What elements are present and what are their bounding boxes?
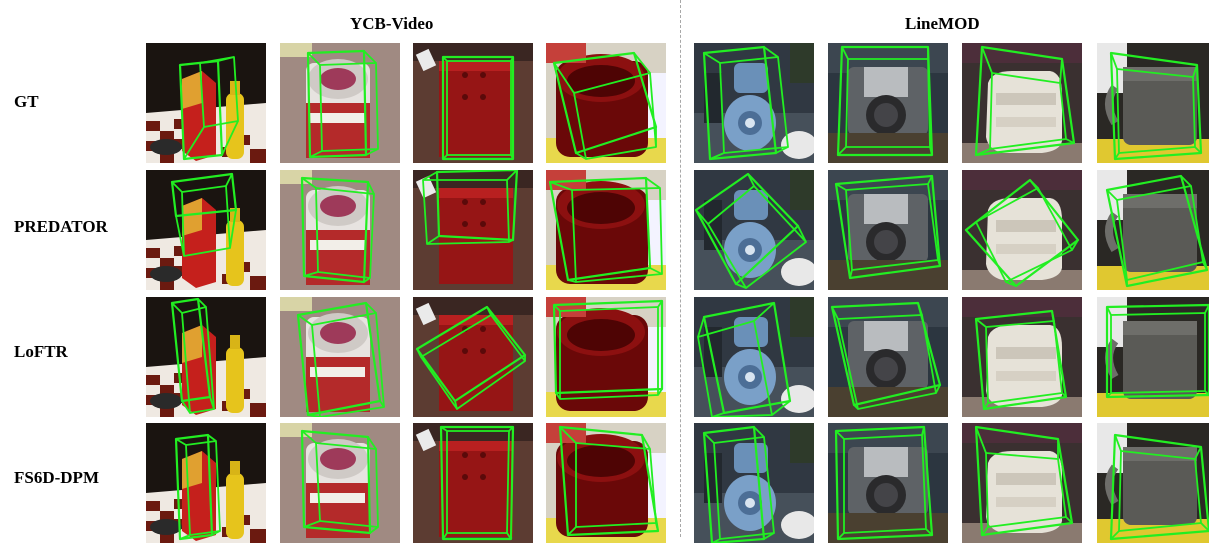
bbox-3d xyxy=(170,172,238,257)
image-loftr-soup-can xyxy=(280,297,400,417)
bbox-3d xyxy=(558,425,660,537)
ycb-video-header: YCB-Video xyxy=(350,14,434,33)
bbox-3d xyxy=(830,301,942,410)
image-predator-grey-cup xyxy=(1097,170,1209,290)
image-loftr-grey-cup xyxy=(1097,297,1209,417)
bbox-3d xyxy=(694,172,807,289)
bbox-3d xyxy=(178,56,239,161)
bbox-3d xyxy=(1109,51,1203,161)
image-loftr-red-mug xyxy=(546,297,666,417)
bbox-3d xyxy=(702,45,789,161)
bbox-3d xyxy=(697,301,792,417)
bbox-3d xyxy=(1105,303,1209,399)
bbox-3d xyxy=(974,309,1068,411)
image-predator-cracker-box-mustard xyxy=(146,170,266,290)
image-loftr-cracker-box-mustard xyxy=(146,297,266,417)
image-predator-red-wood-block xyxy=(413,170,533,290)
image-gt-soup-can xyxy=(280,43,400,163)
image-fs6d-dpm-blue-driller xyxy=(694,423,814,543)
image-fs6d-dpm-white-glue xyxy=(962,423,1082,543)
image-fs6d-dpm-red-wood-block xyxy=(413,423,533,543)
image-gt-blue-driller xyxy=(694,43,814,163)
row-label-loftr: LoFTR xyxy=(14,342,68,361)
image-gt-red-wood-block xyxy=(413,43,533,163)
linemod-header: LineMOD xyxy=(905,14,980,33)
image-gt-grey-cup xyxy=(1097,43,1209,163)
bbox-3d xyxy=(964,178,1080,288)
image-fs6d-dpm-camera xyxy=(828,423,948,543)
bbox-3d xyxy=(300,429,379,535)
image-gt-white-glue xyxy=(962,43,1082,163)
bbox-3d xyxy=(836,45,934,157)
bbox-3d xyxy=(1105,174,1209,288)
bbox-3d xyxy=(548,176,663,283)
image-gt-cracker-box-mustard xyxy=(146,43,266,163)
image-loftr-blue-driller xyxy=(694,297,814,417)
image-gt-camera xyxy=(828,43,948,163)
image-loftr-red-wood-block xyxy=(413,297,533,417)
image-predator-camera xyxy=(828,170,948,290)
bbox-3d xyxy=(296,301,385,417)
column-divider xyxy=(680,0,681,537)
bbox-3d xyxy=(300,176,375,284)
bbox-3d xyxy=(834,174,942,280)
bbox-3d xyxy=(415,305,527,410)
image-predator-soup-can xyxy=(280,170,400,290)
bbox-3d xyxy=(422,170,519,245)
image-fs6d-dpm-red-mug xyxy=(546,423,666,543)
row-label-gt: GT xyxy=(14,92,39,111)
image-loftr-camera xyxy=(828,297,948,417)
image-predator-white-glue xyxy=(962,170,1082,290)
bbox-3d xyxy=(170,297,215,414)
image-fs6d-dpm-soup-can xyxy=(280,423,400,543)
image-fs6d-dpm-cracker-box-mustard xyxy=(146,423,266,543)
image-loftr-white-glue xyxy=(962,297,1082,417)
bbox-3d xyxy=(974,45,1076,157)
image-fs6d-dpm-grey-cup xyxy=(1097,423,1209,543)
row-label-fs6d-dpm: FS6D-DPM xyxy=(14,468,99,487)
bbox-3d xyxy=(552,299,664,400)
image-predator-red-mug xyxy=(546,170,666,290)
bbox-3d xyxy=(552,51,658,160)
bbox-3d xyxy=(974,425,1074,537)
row-label-predator: PREDATOR xyxy=(14,217,108,236)
image-gt-red-mug xyxy=(546,43,666,163)
image-predator-blue-driller xyxy=(694,170,814,290)
bbox-3d xyxy=(306,49,379,159)
bbox-3d xyxy=(441,55,515,161)
bbox-3d xyxy=(834,425,934,541)
